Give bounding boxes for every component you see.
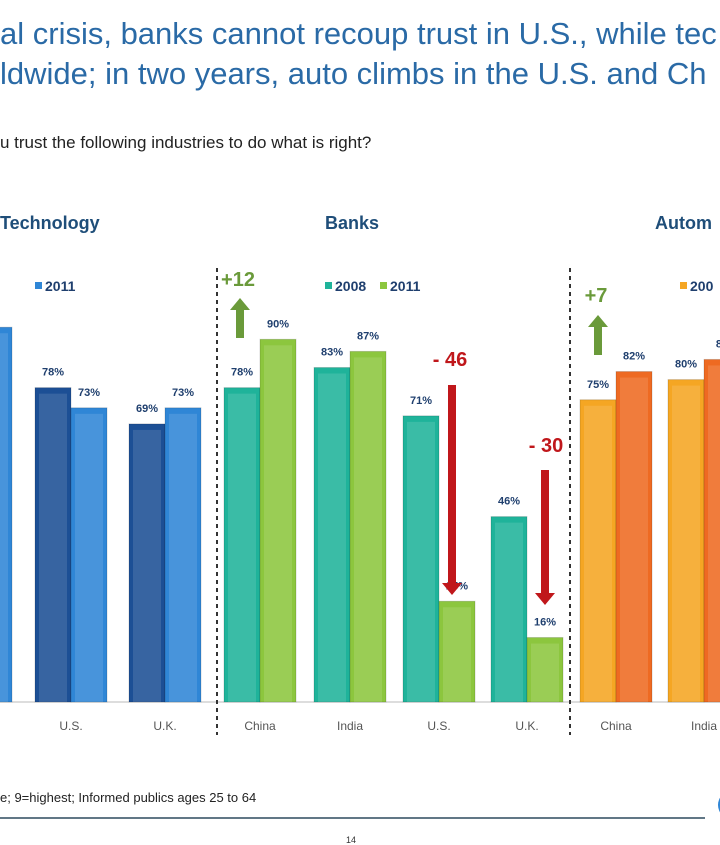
bar [70,407,108,703]
arrow-shaft [236,308,244,338]
bar [349,350,387,703]
bar [402,415,440,703]
data-label: 83% [321,347,343,359]
bar [34,387,72,703]
bar-highlight [584,405,612,702]
legend-swatch [35,282,42,289]
bar-highlight [228,393,256,702]
change-annotation: - 30 [529,435,563,457]
arrow-shaft [594,325,602,355]
bar [615,371,653,703]
bar-highlight [75,413,103,702]
bar [526,637,564,703]
bar [0,326,13,703]
bar [164,407,202,703]
bar [579,399,617,703]
bar-highlight [39,393,67,702]
data-label: 69% [136,403,158,415]
bar-highlight [264,345,292,702]
category-label: China [244,719,276,733]
data-label: 78% [231,367,253,379]
legend-label: 2008 [335,278,366,294]
bar-highlight [407,421,435,702]
category-label: U.K. [515,719,538,733]
footnote: e; 9=highest; Informed publics ages 25 t… [0,790,257,805]
category-label: U.S. [427,719,450,733]
arrow-up-icon [588,315,608,327]
title-line-1: al crisis, banks cannot recoup trust in … [0,16,717,51]
bar [438,600,476,703]
bar-highlight [531,643,559,702]
bar [490,516,528,703]
bar [703,358,720,703]
bar-highlight [318,373,346,702]
subtitle: u trust the following industries to do w… [0,133,372,152]
category-label: U.S. [59,719,82,733]
bar [259,338,297,703]
data-label: 90% [267,318,289,330]
arrow-down-icon [535,593,555,605]
category-label: China [600,719,632,733]
legend-swatch [680,282,687,289]
data-label: 73% [172,387,194,399]
section-title: Technology [0,213,100,233]
arrow-shaft [448,385,456,585]
data-label: 78% [42,367,64,379]
bar-highlight [0,333,8,702]
data-label: 85 [716,338,720,350]
arrow-down-icon [442,583,462,595]
section-title: Autom [655,213,712,233]
arrow-up-icon [230,298,250,310]
change-annotation: +7 [585,285,608,307]
bar-highlight [672,385,700,702]
legend-swatch [380,282,387,289]
section-title: Banks [325,213,379,233]
change-annotation: +12 [221,269,255,291]
bar-highlight [443,607,471,702]
category-label: India [691,719,717,733]
legend-label: 2011 [390,278,421,294]
page-number: 14 [346,835,357,845]
data-label: 87% [357,330,379,342]
data-label: 80% [675,359,697,371]
bar-highlight [354,357,382,702]
bar-highlight [133,429,161,702]
legend-label: 2011 [45,278,76,294]
bar-highlight [169,413,197,702]
bar-highlight [620,377,648,702]
bar [313,367,351,703]
legend-swatch [325,282,332,289]
category-label: India [337,719,363,733]
data-label: 82% [623,351,645,363]
bar-highlight [495,522,523,702]
bar-highlight [708,365,720,702]
data-label: 73% [78,387,100,399]
title-line-2: ldwide; in two years, auto climbs in the… [0,56,707,91]
category-label: U.K. [153,719,176,733]
data-label: 75% [587,379,609,391]
data-label: 71% [410,395,432,407]
arrow-shaft [541,470,549,595]
data-label: 46% [498,496,520,508]
change-annotation: - 46 [433,349,467,371]
bar [667,379,705,703]
bar [223,387,261,703]
legend-label: 200 [690,278,714,294]
data-label: 16% [534,617,556,629]
